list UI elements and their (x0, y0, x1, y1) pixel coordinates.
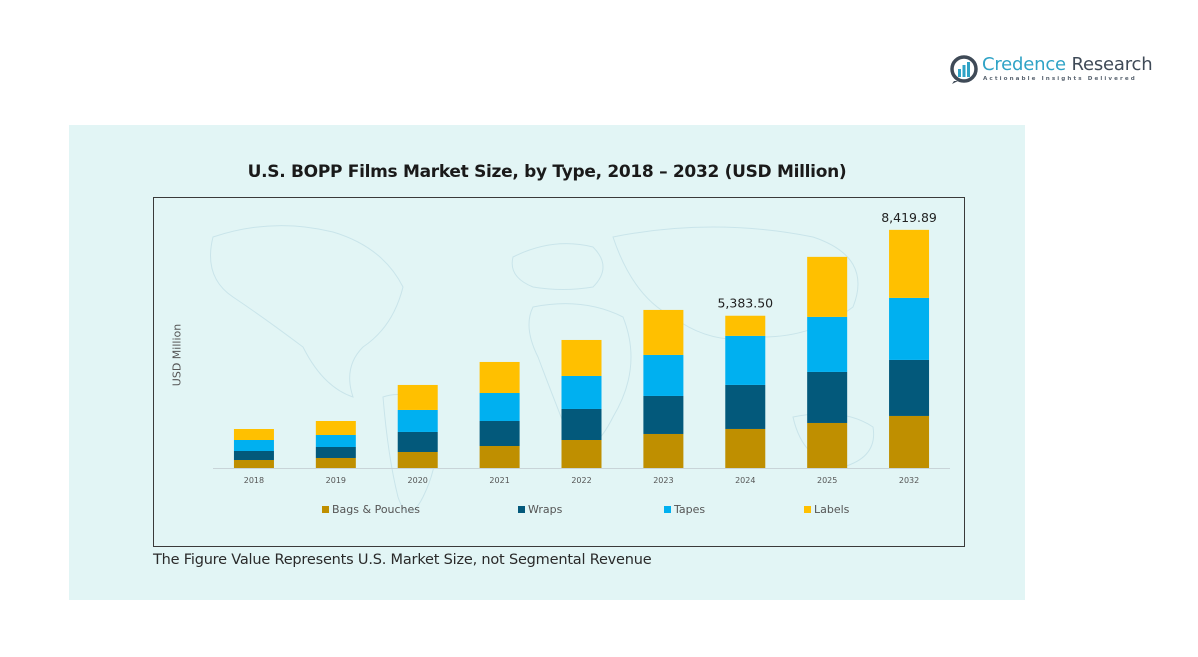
bar-segment-wraps-2019 (315, 446, 356, 458)
bar-segment-wraps-2024 (725, 384, 766, 429)
bar-segment-bags-pouches-2024 (725, 428, 766, 468)
bar-segment-labels-2018 (233, 428, 274, 440)
bar-segment-tapes-2032 (889, 297, 930, 360)
bar-segment-bags-pouches-2018 (233, 459, 274, 468)
legend-label: Labels (814, 503, 850, 516)
bar-segment-bags-pouches-2032 (889, 415, 930, 468)
bar-segment-bags-pouches-2025 (807, 422, 848, 468)
brand-name: Credence Research (982, 54, 1153, 75)
bar-segment-wraps-2022 (561, 408, 602, 440)
footnote: The Figure Value Represents U.S. Market … (153, 552, 652, 568)
bar-segment-tapes-2024 (725, 335, 766, 385)
legend-label: Bags & Pouches (332, 503, 421, 516)
x-tick-label: 2020 (408, 476, 428, 485)
bar-segment-labels-2021 (479, 361, 520, 393)
legend-label: Tapes (674, 503, 706, 516)
brand-logo: Credence Research Actionable Insights De… (950, 54, 1153, 88)
bar-chart-logo-icon (950, 55, 978, 84)
bar-segment-labels-2023 (643, 309, 684, 355)
bar-segment-tapes-2018 (233, 440, 274, 452)
bar-segment-wraps-2023 (643, 395, 684, 434)
bar-segment-wraps-2021 (479, 420, 520, 446)
bar-segment-wraps-2025 (807, 371, 848, 423)
legend-swatch (804, 506, 811, 513)
bar-segment-tapes-2020 (397, 409, 438, 432)
bar-segment-bags-pouches-2019 (315, 457, 356, 468)
x-tick-label: 2023 (653, 476, 673, 485)
brand-name-part1: Credence (982, 54, 1066, 75)
bar-segment-wraps-2032 (889, 359, 930, 416)
bar-segment-labels-2020 (397, 384, 438, 410)
legend-item-tapes: Tapes (664, 503, 705, 516)
x-tick-label: 2024 (735, 476, 755, 485)
chart-title: U.S. BOPP Films Market Size, by Type, 20… (247, 162, 847, 182)
bar-segment-labels-2024 (725, 315, 766, 336)
bar-segment-wraps-2020 (397, 431, 438, 452)
legend-item-labels: Labels (804, 503, 849, 516)
bar-segment-bags-pouches-2022 (561, 440, 602, 468)
legend-swatch (322, 506, 329, 513)
x-tick-label: 2019 (326, 476, 346, 485)
bar-segment-tapes-2025 (807, 316, 848, 372)
x-tick-label: 2025 (817, 476, 837, 485)
brand-tagline: Actionable Insights Delivered (983, 76, 1137, 82)
bar-segment-tapes-2021 (479, 392, 520, 421)
bar-segment-labels-2032 (889, 229, 930, 298)
bar-segment-wraps-2018 (233, 451, 274, 460)
chart-frame (153, 197, 965, 547)
bar-segment-labels-2025 (807, 256, 848, 317)
legend-item-wraps: Wraps (518, 503, 562, 516)
data-label-total: 8,419.89 (881, 210, 937, 225)
legend-label: Wraps (528, 503, 563, 516)
brand-name-part2: Research (1065, 54, 1153, 75)
bar-segment-bags-pouches-2021 (479, 445, 520, 468)
bar-segment-tapes-2022 (561, 375, 602, 409)
bar-segment-tapes-2019 (315, 434, 356, 447)
legend-swatch (664, 506, 671, 513)
x-tick-label: 2021 (489, 476, 509, 485)
x-tick-label: 2032 (899, 476, 919, 485)
bar-segment-bags-pouches-2023 (643, 433, 684, 468)
x-tick-label: 2018 (244, 476, 264, 485)
legend-swatch (518, 506, 525, 513)
bar-segment-labels-2022 (561, 339, 602, 376)
x-tick-label: 2022 (571, 476, 591, 485)
legend-item-bags-pouches: Bags & Pouches (322, 503, 420, 516)
data-label-total: 5,383.50 (717, 296, 773, 311)
bar-segment-bags-pouches-2020 (397, 451, 438, 468)
chart-panel (69, 125, 1025, 600)
bar-segment-tapes-2023 (643, 354, 684, 396)
bar-segment-labels-2019 (315, 420, 356, 435)
